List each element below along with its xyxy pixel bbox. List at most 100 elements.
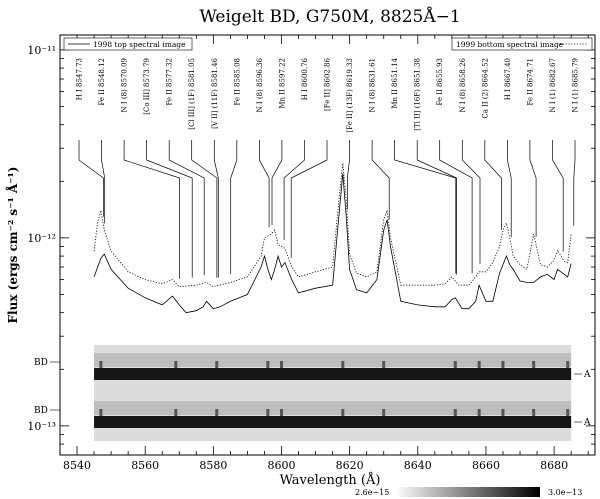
y-tick-label: 10⁻¹¹ [27,44,56,57]
line-id-label: N I (8) 8570.09 [121,58,129,112]
line-id-label: Ca II (2) 8664.52 [481,58,489,119]
line-id-marker [347,140,350,210]
line-id-marker [101,140,106,224]
x-tick-label: 8680 [540,459,568,472]
strip-halo [94,353,572,367]
x-axis: 8540 8560 8580 8600 8620 8640 8660 8680 [63,35,589,472]
strip-emission-feature [453,409,457,416]
strip-emission-feature [174,409,178,416]
line-id-marker [416,140,457,275]
legend-right: 1999 bottom spectral image [451,37,593,51]
strip-emission-feature [382,409,386,416]
strip-emission-feature [215,361,219,368]
line-id-label: [Co III] 8573.79 [143,58,151,115]
line-id-marker [146,140,193,278]
strip-halo [94,401,572,415]
line-id-marker [271,140,283,226]
x-tick-label: 8620 [336,459,364,472]
line-id-label: [Fe II] 8602.86 [324,57,332,111]
strip-label-left: BD [34,358,48,368]
line-id-marker [507,140,512,238]
series-1998-line [93,173,572,314]
line-id-marker [290,140,328,258]
line-id-label: Fe II 8674.71 [526,58,534,106]
legend-left-label: 1998 top spectral image [93,40,186,49]
x-tick-label: 8560 [131,459,159,472]
line-id-marker [259,140,270,228]
strip-emission-feature [501,361,505,368]
line-id-label: Fe II 8577.32 [166,58,174,106]
line-id-marker [394,140,457,274]
line-id-label: N I (8) 8658.26 [459,57,467,112]
strip-emission-feature [477,409,481,416]
line-id-marker [484,140,502,230]
x-axis-label: Wavelength (Å) [280,472,381,488]
x-tick-label: 8600 [267,459,295,472]
y-axis-label: Flux (ergs cm⁻² s⁻¹ Å⁻¹) [5,167,20,324]
line-id-label: H I 8547.73 [76,58,84,100]
line-id-marker [213,140,219,278]
strip-emission-feature [532,409,536,416]
strip-emission-feature [99,361,103,368]
line-id-label: [Cl III] (1F) 8581.05 [188,58,196,130]
strip-emission-feature [382,361,386,368]
line-id-marker [439,140,473,274]
line-id-marker [461,140,481,264]
line-identifications: H I 8547.73 Fe II 8548.12 N I (8) 8570.09 [… [76,57,580,279]
colorbar: 2.6e−15 3.0e−13 [355,487,582,497]
line-id-label: Fe II 8548.12 [98,58,106,106]
strip-emission-feature [566,409,570,416]
line-id-label: N I (8) 8596.36 [256,57,264,112]
line-id-label: [Fe II] (13F) 8619.33 [346,58,354,132]
strip-emission-feature [501,409,505,416]
strip-emission-feature [453,361,457,368]
plot-frame [59,34,596,456]
line-id-label: N I (8) 8631.61 [369,58,377,112]
strip-emission-feature [477,361,481,368]
strip-label-left: BD [34,406,48,416]
strip-emission-feature [266,361,270,368]
line-id-label: Fe II 8585.08 [233,58,241,106]
line-id-marker [529,140,537,237]
x-tick-label: 8540 [63,459,91,472]
line-id-label: N I (1) 8685.79 [572,58,580,112]
series-1999-line [93,163,572,288]
line-id-label: Mn II 8597.22 [278,58,286,109]
y-tick-label: 10⁻¹³ [27,420,56,433]
strip-emission-feature [99,409,103,416]
line-id-label: Mn II 8651.14 [391,57,399,108]
line-id-marker [283,140,305,240]
x-tick-label: 8640 [404,459,432,472]
line-id-label: N I (1) 8682.67 [549,58,557,112]
y-axis: 10⁻¹¹ 10⁻¹² 10⁻¹³ [27,44,595,456]
x-tick-label: 8660 [472,459,500,472]
strip-emission-feature [215,409,219,416]
line-id-marker [573,140,576,226]
line-id-label: Fe II 8655.93 [436,58,444,106]
spectral-image-strips: BD A BD A [34,345,591,441]
line-id-marker [123,140,180,279]
legend-right-label: 1999 bottom spectral image [456,40,564,49]
strip-emission-feature [341,409,345,416]
y-tick-label: 10⁻¹² [27,232,56,245]
line-id-marker [371,140,390,220]
chart-title: Weigelt BD, G750M, 8825Å−1 [199,6,460,27]
strip-emission-feature [341,361,345,368]
series-layer [93,163,572,314]
strip-continuum [94,368,572,380]
colorbar-min-label: 2.6e−15 [355,488,389,497]
strip-emission-feature [266,409,270,416]
line-id-marker [552,140,564,252]
line-id-marker [78,140,104,217]
x-tick-label: 8580 [199,459,227,472]
line-id-label: H I 8667.40 [504,58,512,100]
line-id-label: [V II] (11F) 8581.46 [211,57,219,128]
strip-emission-feature [279,409,283,416]
strip-emission-feature [532,361,536,368]
strip-emission-feature [566,361,570,368]
strip-continuum [94,416,572,428]
line-id-label: [Ti II] (16F) 8651.38 [414,58,422,131]
strip-label-right: A [583,370,591,380]
strip-emission-feature [279,361,283,368]
